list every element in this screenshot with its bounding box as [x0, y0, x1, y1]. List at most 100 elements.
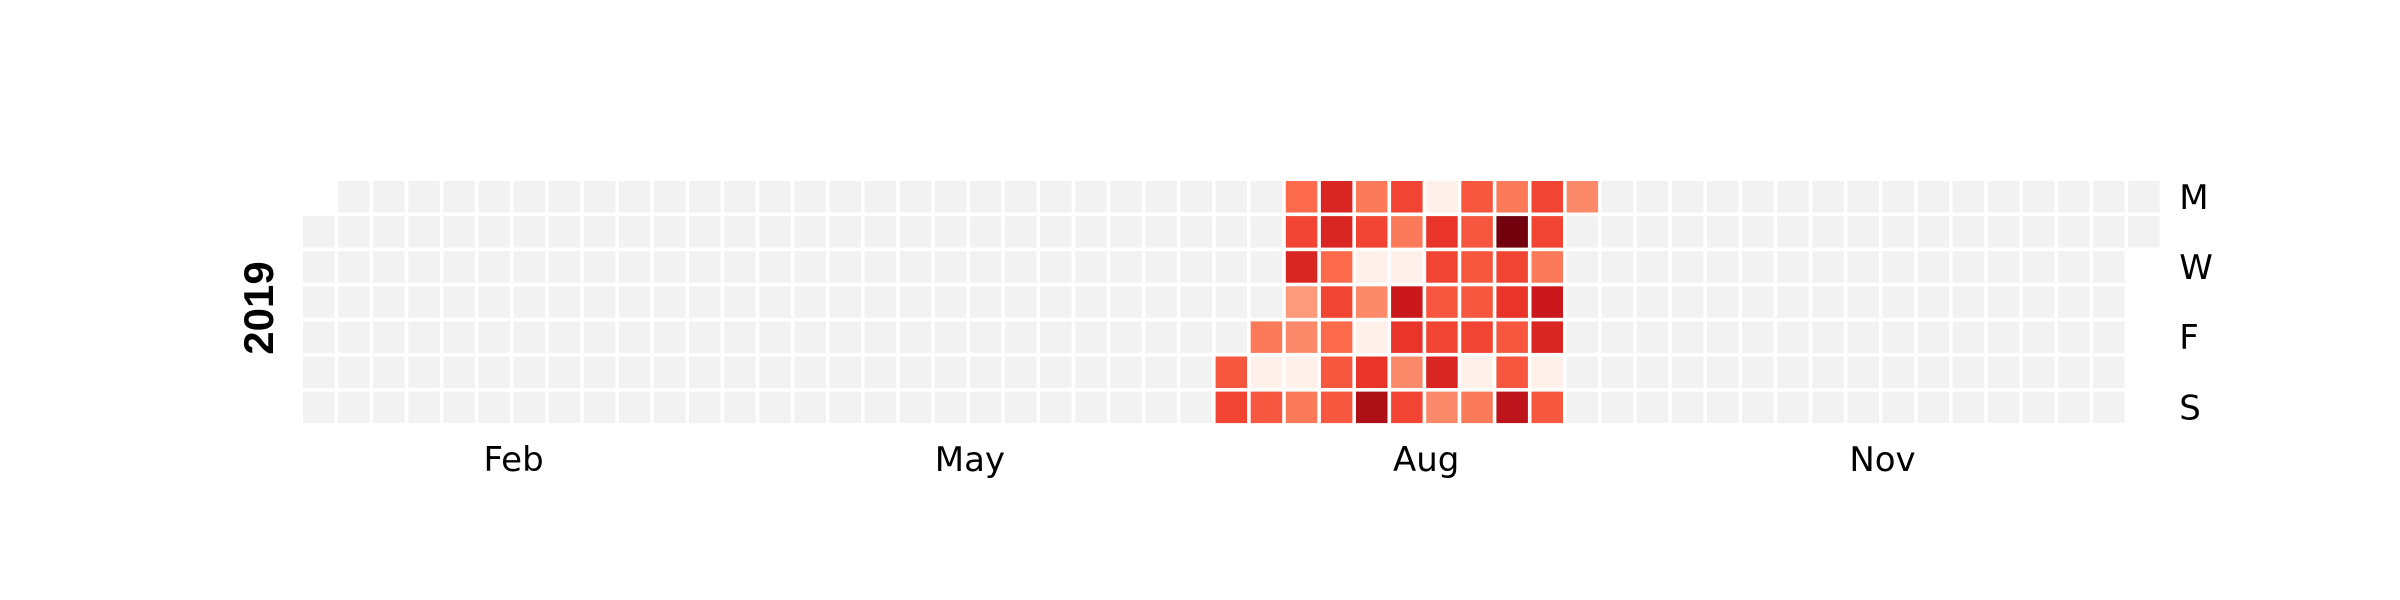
- day-cell-2019-02-02: [443, 356, 475, 388]
- day-cell-2019-08-10: [1391, 356, 1423, 388]
- day-cell-2019-05-06: [934, 181, 967, 213]
- day-cell-2019-08-01: [1356, 286, 1388, 318]
- day-cell-2019-04-23: [864, 216, 897, 248]
- day-cell-2019-10-22: [1777, 216, 1809, 248]
- day-cell-2019-07-11: [1250, 286, 1283, 318]
- day-cell-2019-10-08: [1707, 216, 1739, 248]
- day-cell-2019-11-10: [1847, 391, 1879, 424]
- day-cell-2019-02-18: [548, 181, 581, 213]
- day-cell-2019-09-25: [1636, 251, 1669, 283]
- day-cell-2019-01-27: [408, 391, 440, 424]
- day-cell-2019-12-08: [1987, 391, 2020, 424]
- day-cell-2019-02-23: [548, 356, 581, 388]
- day-cell-2019-12-22: [2058, 391, 2090, 424]
- day-cell-2019-01-21: [408, 181, 440, 213]
- day-cell-2019-02-08: [478, 321, 510, 353]
- day-cell-2019-10-03: [1671, 286, 1704, 318]
- day-cell-2019-08-29: [1496, 286, 1528, 318]
- day-cell-2019-11-07: [1847, 286, 1879, 318]
- weekday-label-s: S: [2179, 388, 2201, 428]
- day-cell-2019-04-16: [829, 216, 861, 248]
- day-cell-2019-12-28: [2093, 356, 2125, 388]
- day-cell-2019-12-06: [1987, 321, 2020, 353]
- day-cell-2019-12-04: [1987, 251, 2020, 283]
- day-cell-2019-09-22: [1601, 391, 1634, 424]
- day-cell-2019-10-01: [1671, 216, 1704, 248]
- day-cell-2019-09-13: [1566, 321, 1599, 353]
- day-cell-2019-12-07: [1987, 356, 2020, 388]
- day-cell-2019-01-23: [408, 251, 440, 283]
- day-cell-2019-04-24: [864, 251, 897, 283]
- day-cell-2019-01-16: [373, 251, 405, 283]
- day-cell-2019-05-31: [1040, 321, 1072, 353]
- day-cell-2019-04-04: [759, 286, 791, 318]
- day-cell-2019-09-29: [1636, 391, 1669, 424]
- day-cell-2019-08-21: [1461, 251, 1493, 283]
- day-cell-2019-12-29: [2093, 391, 2125, 424]
- day-cell-2019-06-09: [1075, 391, 1107, 424]
- day-cell-2019-04-29: [899, 181, 932, 213]
- day-cell-2019-04-11: [794, 286, 826, 318]
- day-cell-2019-02-06: [478, 251, 510, 283]
- day-cell-2019-10-07: [1707, 181, 1739, 213]
- day-cell-2019-02-14: [513, 286, 546, 318]
- day-cell-2019-05-09: [934, 286, 967, 318]
- day-cell-2019-07-29: [1356, 181, 1388, 213]
- day-cell-2019-07-14: [1250, 391, 1283, 424]
- day-cell-2019-08-30: [1496, 321, 1528, 353]
- day-cell-2019-07-26: [1320, 321, 1353, 353]
- day-cell-2019-11-13: [1882, 251, 1914, 283]
- day-cell-2019-04-21: [829, 391, 861, 424]
- day-cell-2019-11-11: [1882, 181, 1914, 213]
- day-cell-2019-03-24: [689, 391, 721, 424]
- day-cell-2019-04-15: [829, 181, 861, 213]
- day-cell-2019-02-10: [478, 391, 510, 424]
- day-cell-2019-07-25: [1320, 286, 1353, 318]
- day-cell-2019-04-25: [864, 286, 897, 318]
- day-cell-2019-11-23: [1917, 356, 1950, 388]
- day-cell-2019-10-05: [1671, 356, 1704, 388]
- day-cell-2019-06-25: [1180, 216, 1212, 248]
- day-cell-2019-07-17: [1285, 251, 1318, 283]
- day-cell-2019-03-30: [724, 356, 756, 388]
- day-cell-2019-07-09: [1250, 216, 1283, 248]
- day-cell-2019-11-15: [1882, 321, 1914, 353]
- day-cell-2019-02-09: [478, 356, 510, 388]
- day-cell-2019-08-17: [1426, 356, 1458, 388]
- day-cell-2019-12-26: [2093, 286, 2125, 318]
- day-cell-2019-11-29: [1952, 321, 1985, 353]
- day-cell-2019-02-12: [513, 216, 546, 248]
- day-cell-2019-01-07: [338, 181, 370, 213]
- day-cell-2019-07-19: [1285, 321, 1318, 353]
- day-cell-2019-04-06: [759, 356, 791, 388]
- day-cell-2019-12-23: [2093, 181, 2125, 213]
- day-cell-2019-06-18: [1145, 216, 1177, 248]
- day-cell-2019-01-04: [303, 321, 335, 353]
- day-cell-2019-03-23: [689, 356, 721, 388]
- day-cell-2019-04-19: [829, 321, 861, 353]
- day-cell-2019-08-22: [1461, 286, 1493, 318]
- day-cell-2019-11-09: [1847, 356, 1879, 388]
- day-cell-2019-02-26: [583, 216, 616, 248]
- day-cell-2019-08-02: [1356, 321, 1388, 353]
- day-cell-2019-03-04: [618, 181, 651, 213]
- day-cell-2019-06-05: [1075, 251, 1107, 283]
- day-cell-2019-11-03: [1812, 391, 1844, 424]
- day-cell-2019-09-11: [1566, 251, 1599, 283]
- day-cell-2019-03-10: [618, 391, 651, 424]
- day-cell-2019-08-16: [1426, 321, 1458, 353]
- day-cell-2019-04-17: [829, 251, 861, 283]
- day-cell-2019-06-16: [1110, 391, 1142, 424]
- day-cell-2019-08-31: [1496, 356, 1528, 388]
- day-cell-2019-06-10: [1110, 181, 1142, 213]
- day-cell-2019-08-15: [1426, 286, 1458, 318]
- day-cell-2019-12-13: [2022, 321, 2055, 353]
- day-cell-2019-12-24: [2093, 216, 2125, 248]
- heatmap-cells: [303, 181, 2160, 424]
- day-cell-2019-08-25: [1461, 391, 1493, 424]
- day-cell-2019-06-06: [1075, 286, 1107, 318]
- day-cell-2019-07-28: [1320, 391, 1353, 424]
- day-cell-2019-12-10: [2022, 216, 2055, 248]
- day-cell-2019-03-13: [654, 251, 686, 283]
- day-cell-2019-12-21: [2058, 356, 2090, 388]
